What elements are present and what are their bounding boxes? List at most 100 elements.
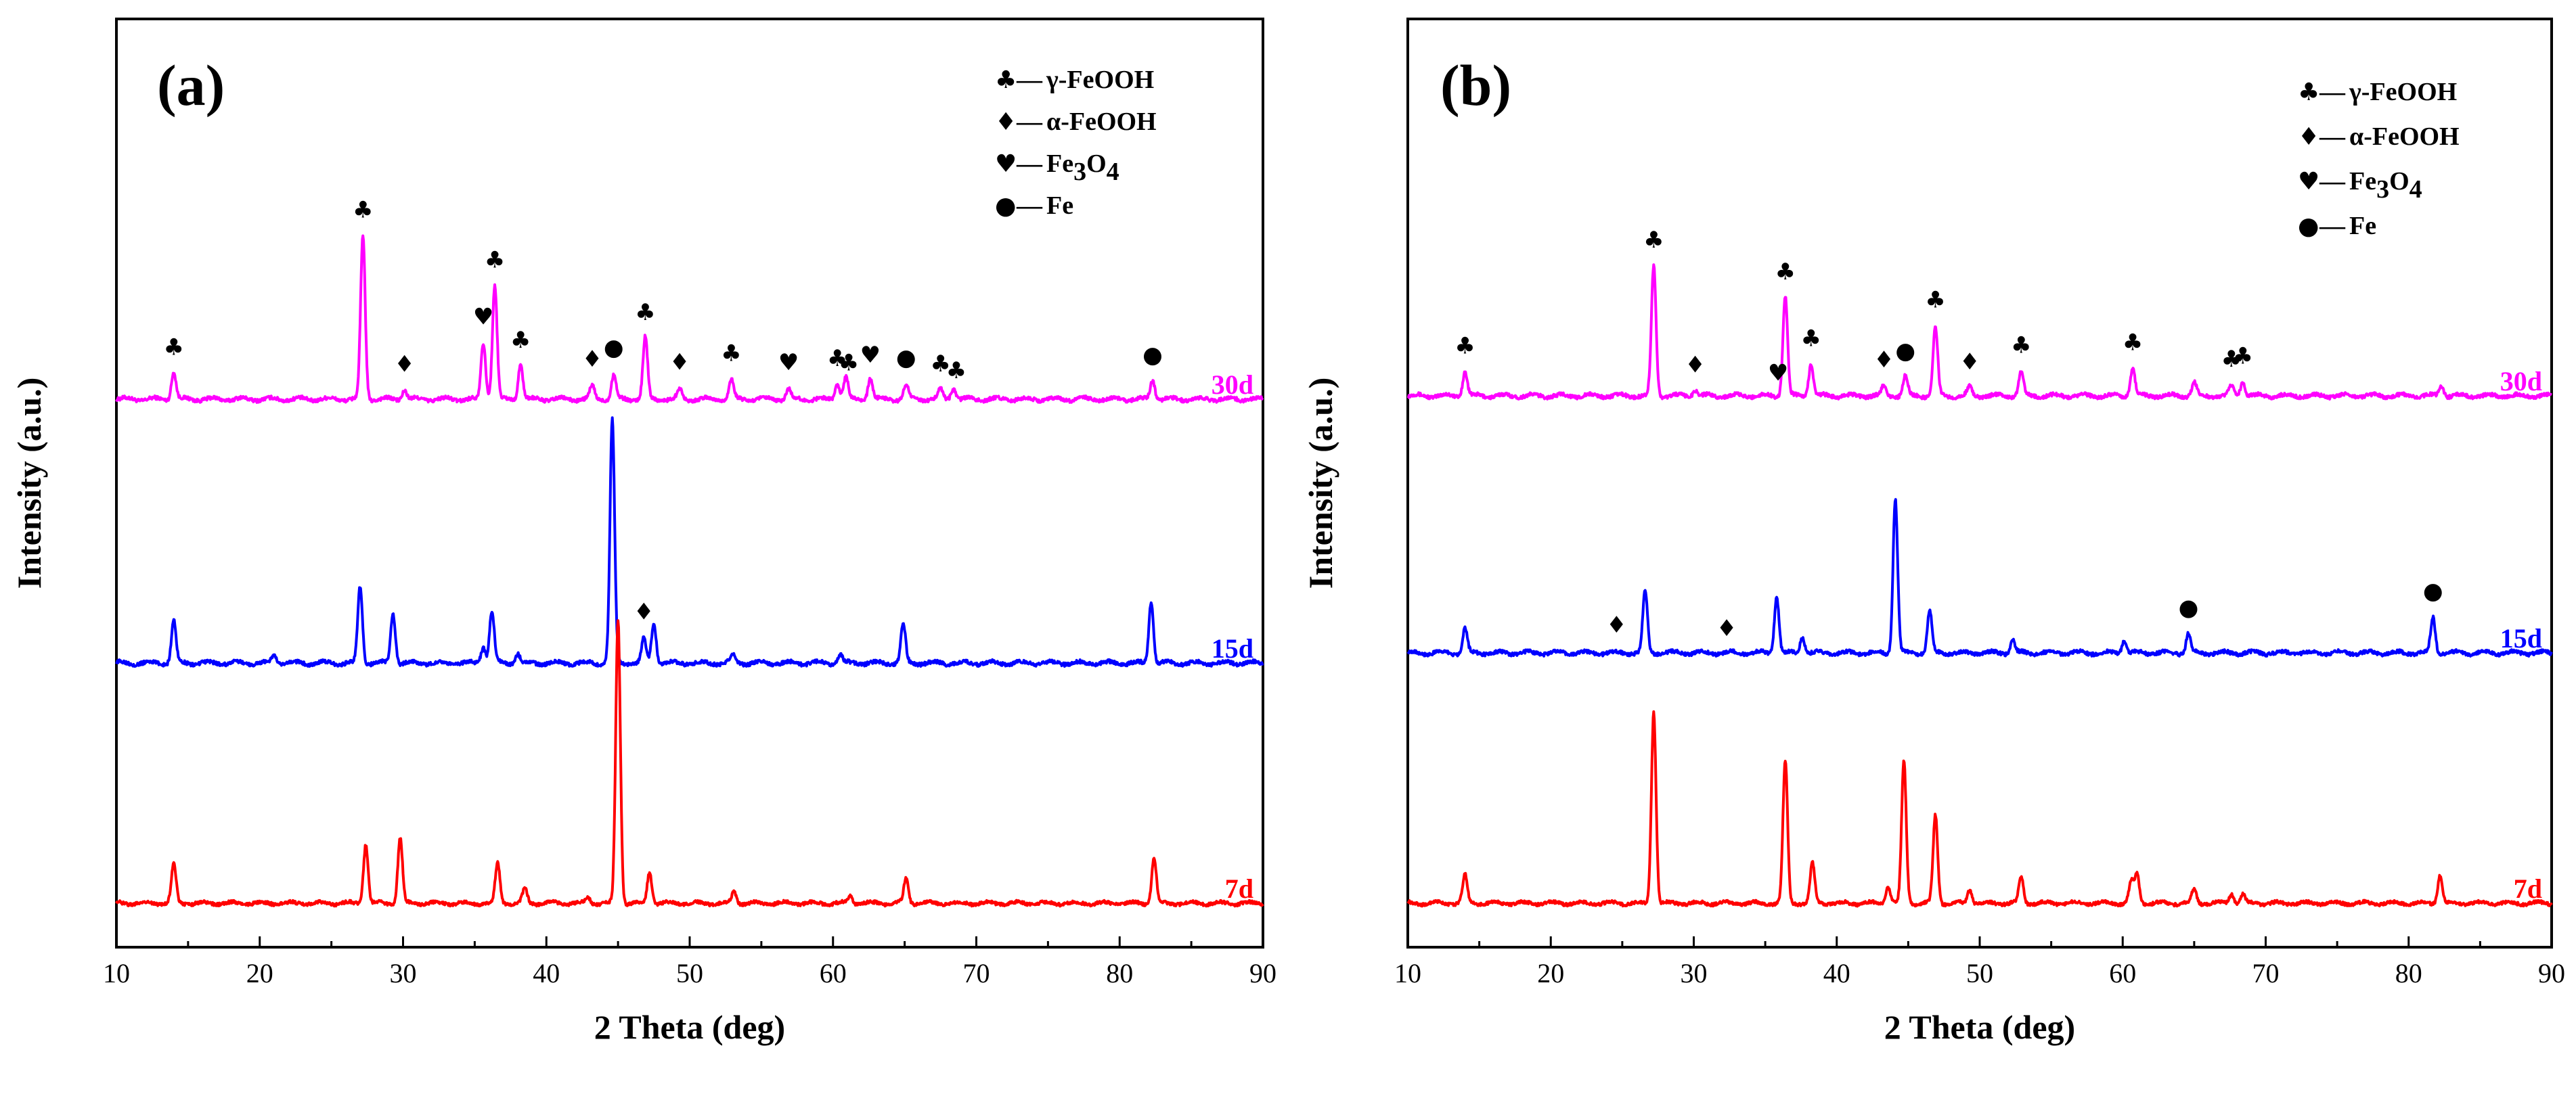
peak-marker: ♣ <box>485 246 505 273</box>
legend-dash: — <box>2319 122 2346 151</box>
peak-marker: ♣ <box>1454 333 1475 360</box>
peak-marker: ♥ <box>1768 359 1788 386</box>
x-tick-label: 80 <box>2395 958 2422 988</box>
series-label: 30d <box>1212 369 1253 400</box>
panel-b-chart: 10 20 30 40 50 60 70 80 90 2 Theta (deg) Intensity… <box>1302 18 2565 1046</box>
legend-symbol: ♥ <box>2298 168 2319 196</box>
peak-marker: ♥ <box>860 342 881 369</box>
peak-marker: ♦ <box>1606 612 1626 639</box>
x-tick-label: 30 <box>390 958 417 988</box>
x-tick-label: 80 <box>1106 958 1133 988</box>
legend-dash: — <box>1016 66 1043 94</box>
legend-symbol: ♦ <box>2298 123 2319 151</box>
x-tick-label: 60 <box>2109 958 2136 988</box>
panel-label: (a) <box>157 53 225 118</box>
peak-marker: ♣ <box>721 340 741 367</box>
x-tick-label: 90 <box>1249 958 1276 988</box>
peak-marker: ♣ <box>1643 227 1664 254</box>
series-line-7d <box>1406 710 2553 908</box>
series-line-30d <box>1406 263 2553 401</box>
legend-subscript: 3 <box>1073 158 1086 186</box>
legend-symbol: ● <box>995 192 1016 220</box>
legend-label: Fe <box>1046 191 1073 220</box>
peak-marker: ♥ <box>778 349 799 376</box>
panel-label: (b) <box>1440 53 1511 118</box>
legend-symbol: ● <box>2298 212 2319 240</box>
peak-marker: ♣ <box>946 357 967 384</box>
peak-marker: ♦ <box>1716 615 1737 642</box>
peak-marker: ● <box>2179 594 2199 621</box>
x-tick-label: 40 <box>1823 958 1850 988</box>
legend-dash: — <box>1016 191 1043 220</box>
x-tick-label: 50 <box>1966 958 1993 988</box>
peak-marker: ♦ <box>669 348 690 375</box>
series-label: 7d <box>2514 873 2542 904</box>
peak-marker: ● <box>896 344 916 371</box>
x-axis-title: 2 Theta (deg) <box>1884 1008 2075 1046</box>
peak-marker: ♦ <box>582 346 602 373</box>
peak-marker: ♣ <box>839 349 859 376</box>
x-tick-label: 60 <box>820 958 847 988</box>
legend-label-part: O <box>2389 167 2410 196</box>
x-tick-label: 70 <box>2252 958 2280 988</box>
peak-marker: ♣ <box>930 350 950 378</box>
series-label: 7d <box>1225 873 1253 904</box>
series-label: 15d <box>2500 623 2542 654</box>
legend-dash: — <box>1016 150 1043 178</box>
peak-marker: ♦ <box>1959 348 1980 375</box>
peak-marker: ● <box>2423 578 2443 605</box>
legend-label: α-FeOOH <box>2349 122 2460 151</box>
legend-label: γ-FeOOH <box>2349 78 2457 106</box>
legend-subscript: 4 <box>2410 175 2422 204</box>
peak-marker: ♦ <box>394 350 414 378</box>
series-line-30d <box>115 234 1264 404</box>
peak-marker: ♦ <box>1873 346 1894 373</box>
peak-marker: ● <box>1895 338 1915 365</box>
legend-symbol: ♦ <box>995 108 1017 136</box>
peak-marker: ♣ <box>510 327 531 354</box>
legend-label: γ-FeOOH <box>1046 66 1154 94</box>
x-axis-title: 2 Theta (deg) <box>594 1008 785 1046</box>
x-tick-label: 10 <box>1394 958 1421 988</box>
legend-dash: — <box>2319 167 2346 196</box>
peak-marker: ♦ <box>1685 351 1705 378</box>
y-axis-title: Intensity (a.u.) <box>1302 378 1339 589</box>
series-line-15d <box>1406 498 2553 658</box>
x-tick-label: 40 <box>533 958 560 988</box>
peak-marker: ♣ <box>827 345 847 372</box>
legend-symbol: ♥ <box>995 150 1017 178</box>
peak-marker: ♣ <box>353 196 373 223</box>
peak-marker: ♣ <box>163 334 183 361</box>
y-axis-title: Intensity (a.u.) <box>10 378 48 589</box>
legend-symbol: ♣ <box>2298 78 2319 106</box>
peak-marker: ♣ <box>635 299 655 326</box>
peak-marker: ● <box>1142 342 1163 369</box>
peak-marker: ♣ <box>1925 287 1945 314</box>
x-tick-label: 50 <box>676 958 703 988</box>
peak-marker: ♣ <box>1775 258 1795 286</box>
x-tick-label: 30 <box>1681 958 1708 988</box>
legend-dash: — <box>1016 108 1043 136</box>
peak-marker: ♥ <box>473 304 493 331</box>
legend-dash: — <box>2319 212 2346 240</box>
legend-symbol: ♣ <box>995 66 1017 94</box>
series-label: 15d <box>1212 633 1253 664</box>
legend-label: Fe <box>2349 212 2376 240</box>
series-line-15d <box>115 416 1264 668</box>
series-line-7d <box>115 619 1264 908</box>
legend-label: Fe <box>2349 167 2376 196</box>
peak-marker: ♣ <box>2232 343 2252 370</box>
legend-label-part: O <box>1086 150 1107 178</box>
peak-marker: ♣ <box>2123 329 2143 356</box>
peak-marker: ● <box>604 334 624 361</box>
legend-label: α-FeOOH <box>1046 108 1157 136</box>
series-label: 30d <box>2500 366 2542 396</box>
peak-marker: ♦ <box>634 599 654 626</box>
x-tick-label: 90 <box>2538 958 2565 988</box>
plot-frame <box>1406 18 2553 949</box>
peak-marker: ♣ <box>2011 332 2031 359</box>
legend-dash: — <box>2319 78 2346 106</box>
legend-label: Fe <box>1046 150 1073 178</box>
peak-marker: ♣ <box>2221 346 2242 373</box>
x-tick-label: 20 <box>1537 958 1564 988</box>
